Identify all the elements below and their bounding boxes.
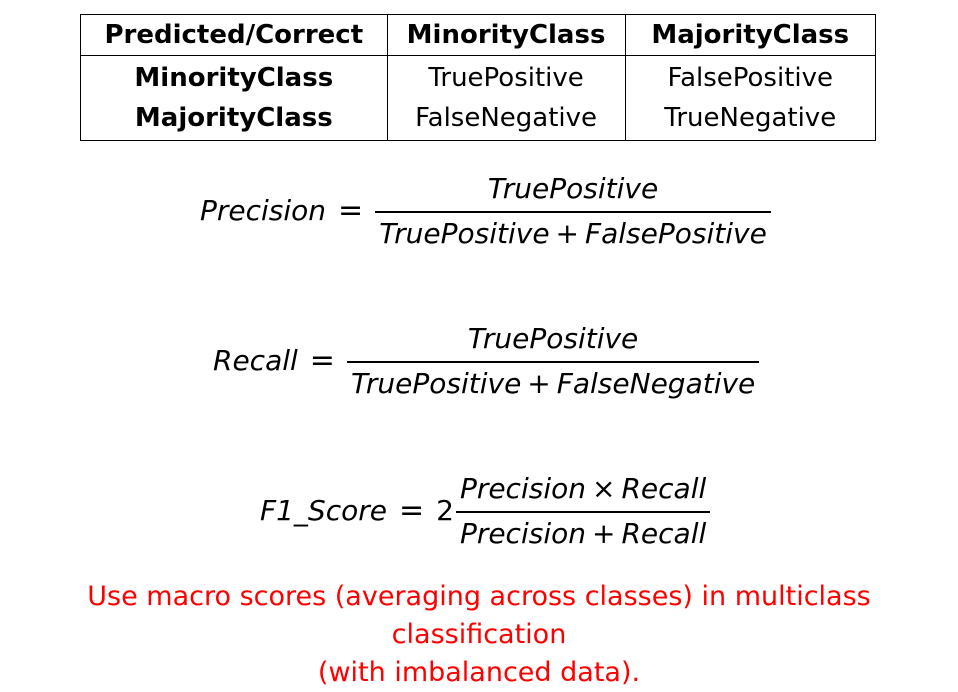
- header-minority-class: MinorityClass: [387, 14, 626, 56]
- precision-fraction: TruePositive TruePositive + FalsePositive: [375, 172, 771, 250]
- recall-formula: Recall = TruePositive TruePositive + False…: [213, 322, 760, 400]
- table-header-row: Predicted/Correct MinorityClass Majority…: [80, 14, 876, 56]
- precision-den-term-b: FalsePositive: [585, 216, 767, 250]
- f1-num-term-b: Recall: [621, 472, 707, 505]
- f1-fraction: Precision × Recall Precision + Recall: [455, 472, 711, 550]
- f1-score-formula: F1_Score = 2 Precision × Recall Precision +…: [260, 472, 711, 550]
- plus-operator: +: [555, 216, 580, 250]
- cell-true-positive: TruePositive: [387, 55, 626, 98]
- macro-scores-note: Use macro scores (averaging across class…: [0, 578, 958, 692]
- recall-den-term-a: TruePositive: [350, 366, 522, 400]
- recall-numerator: TruePositive: [467, 322, 639, 355]
- confusion-matrix-table: Predicted/Correct MinorityClass Majority…: [80, 14, 876, 141]
- f1-num-term-a: Precision: [459, 472, 586, 505]
- fraction-bar: [346, 361, 760, 363]
- table-row: MajorityClass FalseNegative TrueNegative: [80, 98, 876, 141]
- f1-lhs-b: Score: [307, 494, 387, 528]
- f1-lhs-separator: _: [293, 494, 308, 528]
- recall-denominator: TruePositive + FalseNegative: [347, 363, 759, 400]
- f1-den-term-a: Precision: [459, 516, 586, 550]
- f1-den-term-b: Recall: [621, 516, 707, 550]
- cell-false-negative: FalseNegative: [387, 98, 626, 141]
- f1-lhs: F1_Score: [260, 494, 387, 527]
- row-label-minority-class: MinorityClass: [80, 55, 388, 98]
- table-row: MinorityClass TruePositive FalsePositive: [80, 55, 876, 98]
- cell-true-negative: TrueNegative: [664, 103, 837, 133]
- times-operator: ×: [591, 472, 616, 505]
- recall-den-term-b: FalseNegative: [556, 366, 756, 400]
- plus-operator: +: [527, 366, 551, 400]
- precision-den-term-a: TruePositive: [379, 216, 550, 250]
- precision-lhs: Precision: [200, 194, 327, 228]
- f1-numerator: Precision × Recall: [456, 472, 710, 511]
- f1-lhs-a: F1: [260, 494, 294, 528]
- header-predicted-correct: Predicted/Correct: [80, 14, 388, 56]
- precision-denominator: TruePositive + FalsePositive: [375, 213, 771, 250]
- equals-sign: =: [398, 493, 425, 529]
- f1-denominator: Precision + Recall: [456, 513, 710, 550]
- recall-fraction: TruePositive TruePositive + FalseNegative: [346, 322, 760, 400]
- precision-numerator: TruePositive: [487, 172, 659, 205]
- equals-sign: =: [309, 343, 335, 379]
- header-majority-class: MajorityClass: [625, 14, 876, 56]
- note-line-1: Use macro scores (averaging across class…: [87, 581, 871, 650]
- recall-lhs: Recall: [213, 344, 298, 378]
- equals-sign: =: [338, 193, 364, 229]
- note-line-2: (with imbalanced data).: [317, 657, 641, 688]
- precision-formula: Precision = TruePositive TruePositive + Fa…: [200, 172, 771, 250]
- fraction-bar: [375, 211, 771, 213]
- f1-coefficient: 2: [436, 494, 454, 528]
- plus-operator: +: [591, 516, 616, 550]
- cell-false-positive: FalsePositive: [667, 63, 834, 93]
- fraction-bar: [455, 511, 711, 513]
- row-label-majority-class: MajorityClass: [80, 98, 388, 141]
